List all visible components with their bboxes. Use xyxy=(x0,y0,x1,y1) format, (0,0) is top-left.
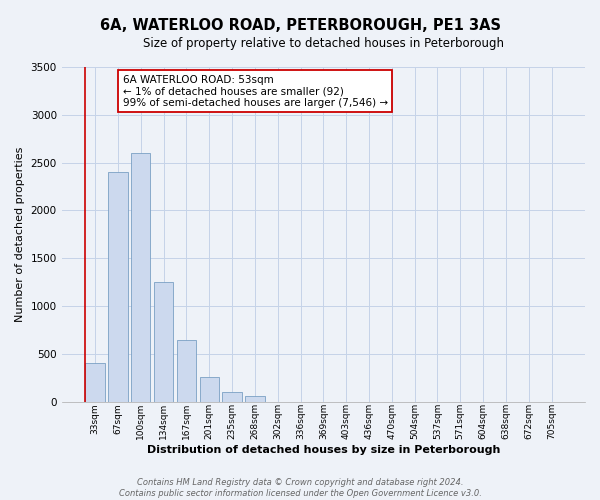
Y-axis label: Number of detached properties: Number of detached properties xyxy=(15,146,25,322)
Bar xyxy=(177,340,196,402)
Title: Size of property relative to detached houses in Peterborough: Size of property relative to detached ho… xyxy=(143,38,504,51)
X-axis label: Distribution of detached houses by size in Peterborough: Distribution of detached houses by size … xyxy=(146,445,500,455)
Bar xyxy=(245,396,265,402)
Bar xyxy=(223,392,242,402)
Text: Contains HM Land Registry data © Crown copyright and database right 2024.
Contai: Contains HM Land Registry data © Crown c… xyxy=(119,478,481,498)
Text: 6A, WATERLOO ROAD, PETERBOROUGH, PE1 3AS: 6A, WATERLOO ROAD, PETERBOROUGH, PE1 3AS xyxy=(100,18,500,32)
Text: 6A WATERLOO ROAD: 53sqm
← 1% of detached houses are smaller (92)
99% of semi-det: 6A WATERLOO ROAD: 53sqm ← 1% of detached… xyxy=(122,74,388,108)
Bar xyxy=(85,364,105,402)
Bar xyxy=(131,153,151,402)
Bar xyxy=(108,172,128,402)
Bar xyxy=(154,282,173,402)
Bar xyxy=(200,377,219,402)
